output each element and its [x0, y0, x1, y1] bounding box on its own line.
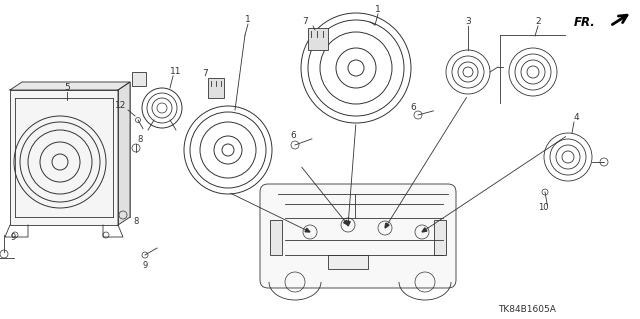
Polygon shape: [422, 228, 427, 232]
Text: 9: 9: [10, 233, 15, 241]
Polygon shape: [346, 221, 350, 226]
Bar: [22, 82, 130, 217]
Bar: [208, 78, 224, 98]
Text: 9: 9: [142, 261, 148, 270]
Text: 8: 8: [133, 218, 139, 226]
Text: 5: 5: [64, 84, 70, 93]
Bar: [270, 220, 282, 255]
Text: 1: 1: [245, 16, 251, 25]
Bar: [132, 72, 146, 86]
Polygon shape: [118, 82, 130, 225]
Text: 6: 6: [290, 131, 296, 140]
Text: 3: 3: [465, 18, 471, 26]
Text: TK84B1605A: TK84B1605A: [498, 306, 556, 315]
Polygon shape: [305, 228, 310, 232]
Text: 12: 12: [115, 101, 127, 110]
Text: 6: 6: [410, 103, 416, 113]
Bar: [308, 28, 328, 50]
Polygon shape: [344, 220, 348, 225]
FancyBboxPatch shape: [260, 184, 456, 288]
Bar: [434, 220, 446, 255]
Text: 7: 7: [302, 18, 308, 26]
Text: 1: 1: [375, 5, 381, 14]
Text: 4: 4: [573, 114, 579, 122]
Bar: [10, 90, 118, 225]
Text: 10: 10: [538, 204, 548, 212]
Text: 11: 11: [170, 68, 182, 77]
Text: 8: 8: [138, 136, 143, 145]
Polygon shape: [385, 223, 389, 228]
Text: 7: 7: [202, 69, 208, 78]
Bar: [328, 255, 368, 269]
Text: 2: 2: [535, 18, 541, 26]
Text: FR.: FR.: [574, 16, 596, 28]
Polygon shape: [10, 82, 130, 90]
